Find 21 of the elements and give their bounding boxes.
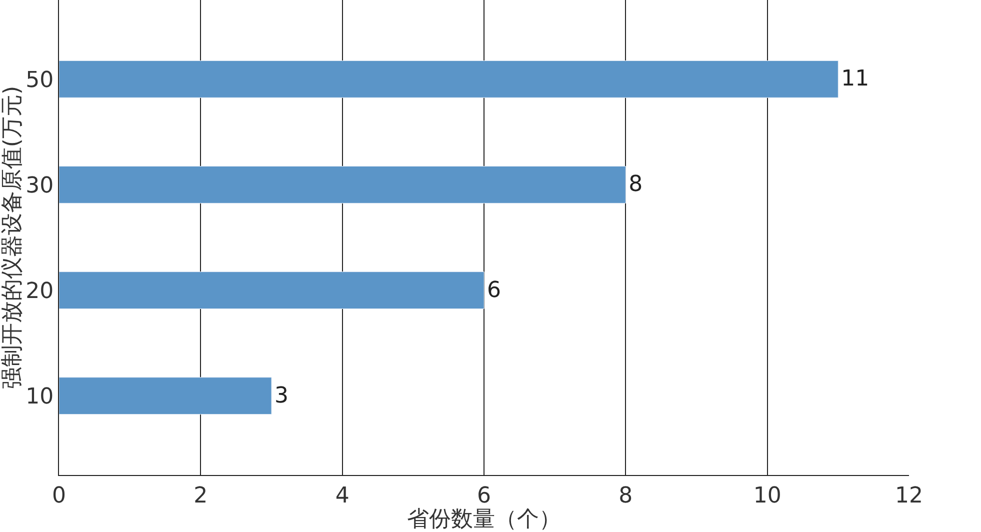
y-tick-label: 10 [26,384,54,410]
bar [59,60,838,98]
data-label: 11 [841,66,870,92]
x-tick-label: 0 [52,483,66,508]
y-tick-label: 30 [26,173,54,198]
y-axis-title: 强制开放的仪器设备原值(万元) [0,86,25,390]
bar [59,377,272,415]
data-label: 3 [274,383,288,408]
x-tick-label: 12 [895,483,923,508]
x-axis-title: 省份数量（个） [407,507,561,532]
x-tick-label: 6 [477,483,491,508]
bar [59,166,626,204]
data-label: 6 [487,278,501,303]
x-tick-label: 4 [335,483,350,508]
bar [59,272,484,309]
y-tick-label: 20 [26,278,54,304]
x-tick-label: 10 [753,483,782,508]
x-tick-label: 2 [194,483,208,508]
x-tick-label: 8 [618,483,633,508]
y-tick-label: 50 [26,68,54,93]
data-label: 8 [628,172,643,198]
